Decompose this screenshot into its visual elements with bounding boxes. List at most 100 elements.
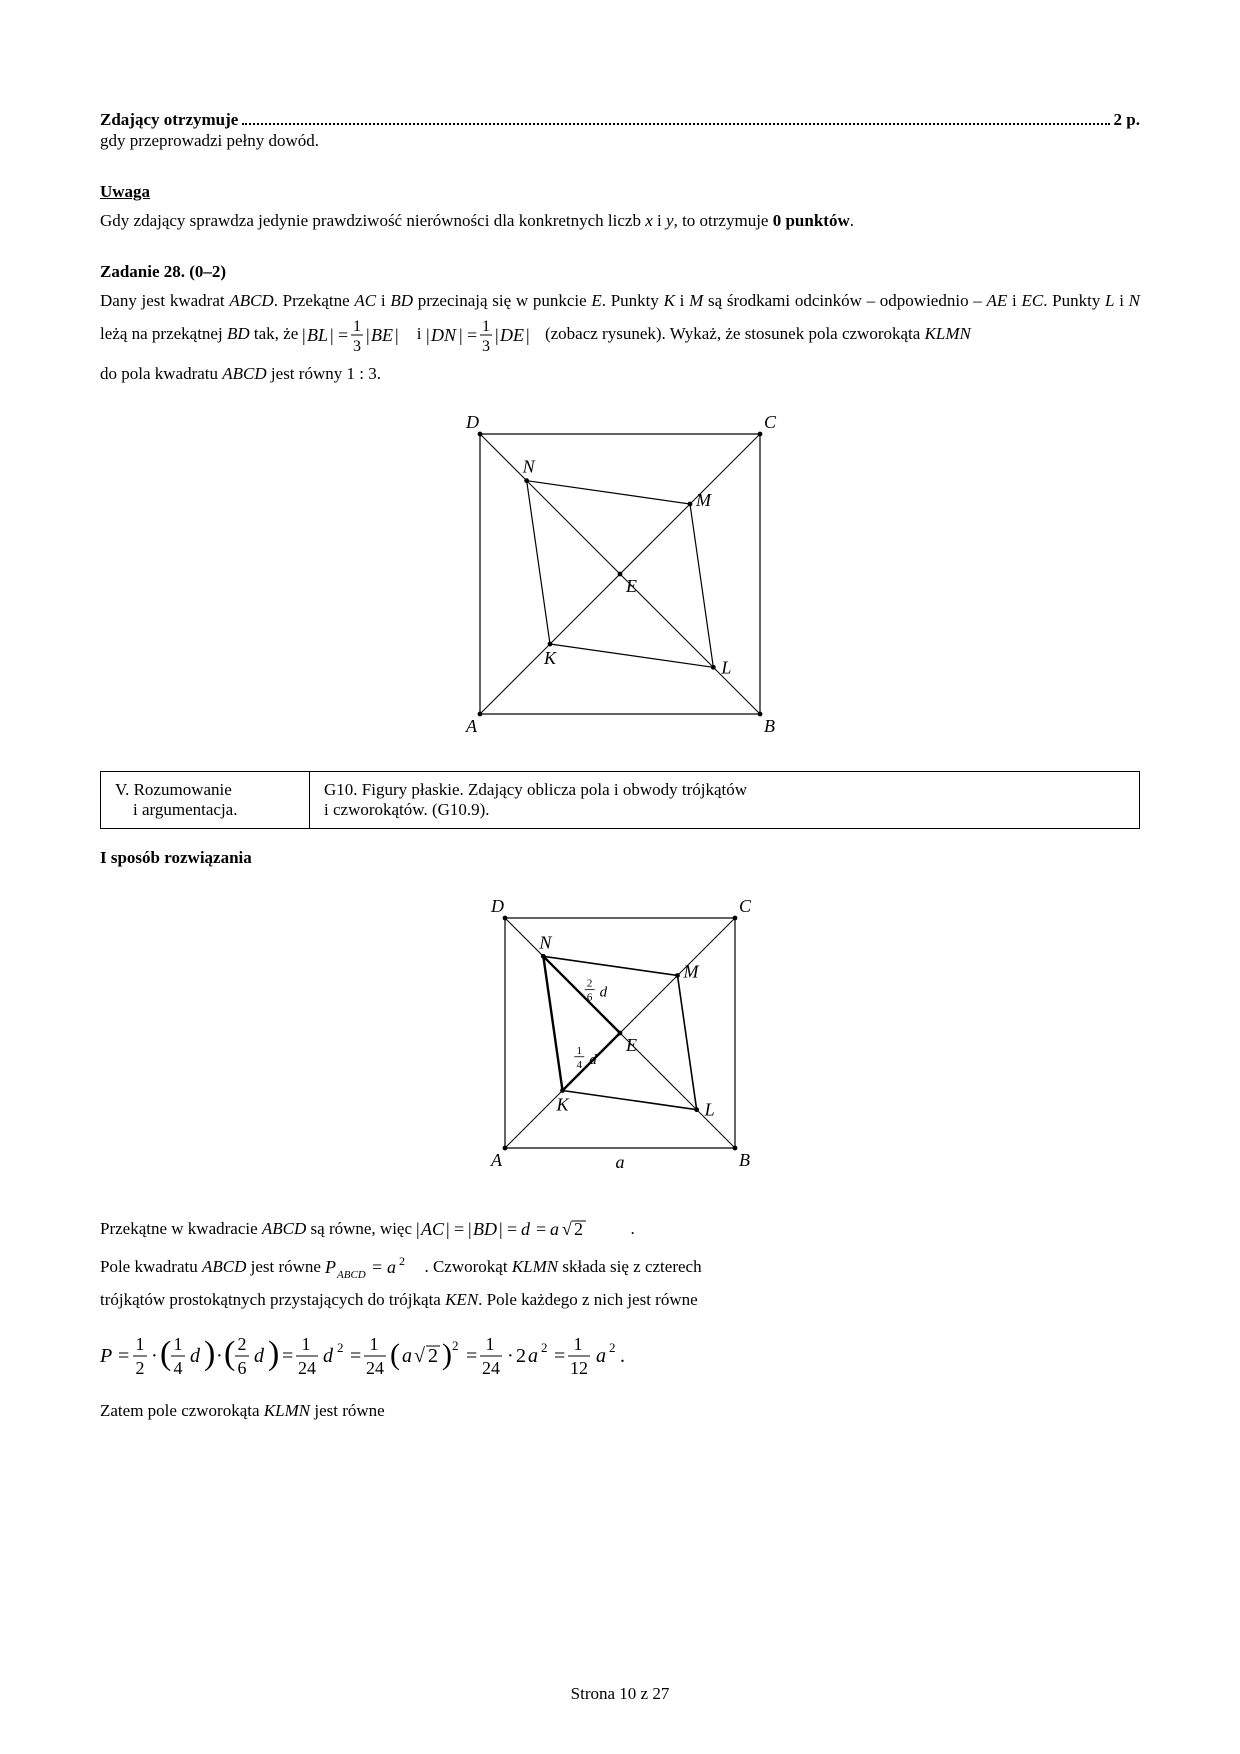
t8: i <box>1007 291 1021 310</box>
svg-text:2: 2 <box>428 1345 438 1367</box>
s1: Przekątne w kwadracie <box>100 1218 262 1237</box>
svg-text:3: 3 <box>353 338 361 355</box>
page: Zdający otrzymuje 2 p. gdy przeprowadzi … <box>0 0 1240 1754</box>
eq-bl: | BL | = 1 3 | BE | <box>302 313 412 357</box>
s10: Zatem pole czworokąta <box>100 1401 264 1420</box>
t5: . Punkty <box>602 291 664 310</box>
svg-text:L: L <box>720 657 731 677</box>
svg-text:2: 2 <box>587 977 593 989</box>
s9: . Pole każdego z nich jest równe <box>478 1290 698 1309</box>
req-c2-l1: G10. Figury płaskie. Zdający oblicza pol… <box>324 780 747 799</box>
svg-text:D: D <box>490 896 504 916</box>
t1: Dany jest kwadrat <box>100 291 229 310</box>
svg-text:L: L <box>704 1099 715 1119</box>
svg-text:|: | <box>459 325 463 345</box>
svg-text:(: ( <box>160 1335 171 1372</box>
svg-text:C: C <box>739 896 752 916</box>
t-abcd2: ABCD <box>222 364 266 383</box>
s-abcd2: ABCD <box>202 1256 246 1275</box>
sol-line3: trójkątów prostokątnych przystających do… <box>100 1289 1140 1312</box>
svg-text:12: 12 <box>570 1358 588 1378</box>
svg-text:a: a <box>616 1152 625 1172</box>
t11: leżą na przekątnej <box>100 324 227 343</box>
req-c1-l2: i argumentacja. <box>115 800 237 819</box>
svg-text:2: 2 <box>238 1334 247 1354</box>
t-n: N <box>1129 291 1140 310</box>
svg-text:N: N <box>522 456 536 476</box>
svg-text:(: ( <box>224 1335 235 1372</box>
svg-text:): ) <box>204 1335 215 1372</box>
eq-P: P = 1 2 · ( 1 4 d ) · ( 2 6 d ) = 1 <box>100 1326 740 1386</box>
svg-text:=: = <box>466 1345 477 1367</box>
svg-text:1: 1 <box>174 1334 183 1354</box>
svg-text:P: P <box>100 1345 112 1367</box>
svg-text:=: = <box>467 325 477 345</box>
svg-text:DE: DE <box>499 325 524 345</box>
req-c1-l1: V. Rozumowanie <box>115 780 232 799</box>
t16: . <box>377 364 381 383</box>
s-abcd: ABCD <box>262 1218 306 1237</box>
svg-text:|: | <box>446 1219 450 1239</box>
figure2: ABCDEKLMNa26d14d <box>475 888 765 1188</box>
s4: Pole kwadratu <box>100 1256 202 1275</box>
task-heading-wrap: Zadanie 28. (0–2) <box>100 261 1140 284</box>
note-zero: 0 punktów <box>773 211 850 230</box>
svg-text:a: a <box>596 1345 606 1367</box>
s2: są równe, więc <box>306 1218 416 1237</box>
svg-text:a: a <box>387 1257 396 1277</box>
t-k: K <box>664 291 675 310</box>
svg-text:=: = <box>536 1219 546 1239</box>
svg-text:=: = <box>118 1345 129 1367</box>
leader-dots <box>242 123 1109 125</box>
svg-text:|: | <box>366 325 370 345</box>
s7: składa się z czterech <box>558 1256 701 1275</box>
t-bd: BD <box>390 291 413 310</box>
note-heading-wrap: Uwaga <box>100 181 1140 204</box>
sol-line2: Pole kwadratu ABCD jest równe P ABCD = a… <box>100 1253 1140 1283</box>
svg-text:K: K <box>556 1094 570 1114</box>
solution-heading-wrap: I sposób rozwiązania <box>100 847 1140 870</box>
svg-text:): ) <box>442 1338 452 1371</box>
req-c2-l2: i czworokątów. (G10.9). <box>324 800 490 819</box>
t14: do pola kwadratu <box>100 364 222 383</box>
svg-text:AC: AC <box>420 1219 445 1239</box>
t13: (zobacz rysunek). Wykaż, że stosunek pol… <box>545 324 925 343</box>
svg-text:A: A <box>465 716 478 736</box>
svg-text:|: | <box>495 325 499 345</box>
t-abcd1: ABCD <box>229 291 273 310</box>
note-text: Gdy zdający sprawdza jedynie prawdziwość… <box>100 210 1140 233</box>
svg-text:P: P <box>325 1257 336 1277</box>
svg-text:1: 1 <box>482 318 490 335</box>
scoring-right: 2 p. <box>1114 110 1140 130</box>
figure1: ABCDEKLMN <box>450 404 790 744</box>
svg-text:√: √ <box>562 1219 572 1239</box>
svg-text:1: 1 <box>136 1334 145 1354</box>
svg-text:1: 1 <box>353 318 361 335</box>
svg-text:1: 1 <box>577 1044 583 1056</box>
t-ae: AE <box>987 291 1008 310</box>
scoring-line1: gdy przeprowadzi pełny dowód. <box>100 130 1140 153</box>
s11: jest równe <box>310 1401 385 1420</box>
svg-text:1: 1 <box>486 1334 495 1354</box>
figure1-wrap: ABCDEKLMN <box>100 404 1140 749</box>
svg-text:2: 2 <box>399 1254 405 1268</box>
t-klmn: KLMN <box>925 324 971 343</box>
svg-text:B: B <box>764 716 775 736</box>
svg-text:1: 1 <box>302 1334 311 1354</box>
t-ec: EC <box>1021 291 1043 310</box>
requirements-table: V. Rozumowanie i argumentacja. G10. Figu… <box>100 771 1140 829</box>
t4: przecinają się w punkcie <box>413 291 591 310</box>
svg-text:E: E <box>625 576 637 596</box>
svg-text:|: | <box>395 325 399 345</box>
svg-text:(: ( <box>390 1338 400 1371</box>
svg-text:2: 2 <box>337 1340 344 1355</box>
svg-text:·: · <box>216 1345 223 1367</box>
svg-text:=: = <box>350 1345 361 1367</box>
svg-text:M: M <box>683 961 700 981</box>
solution-heading: I sposób rozwiązania <box>100 848 252 867</box>
svg-text:.: . <box>620 1345 625 1367</box>
svg-text:N: N <box>538 932 552 952</box>
t6: i <box>675 291 689 310</box>
svg-text:24: 24 <box>298 1358 316 1378</box>
s-klmn2: KLMN <box>264 1401 310 1420</box>
